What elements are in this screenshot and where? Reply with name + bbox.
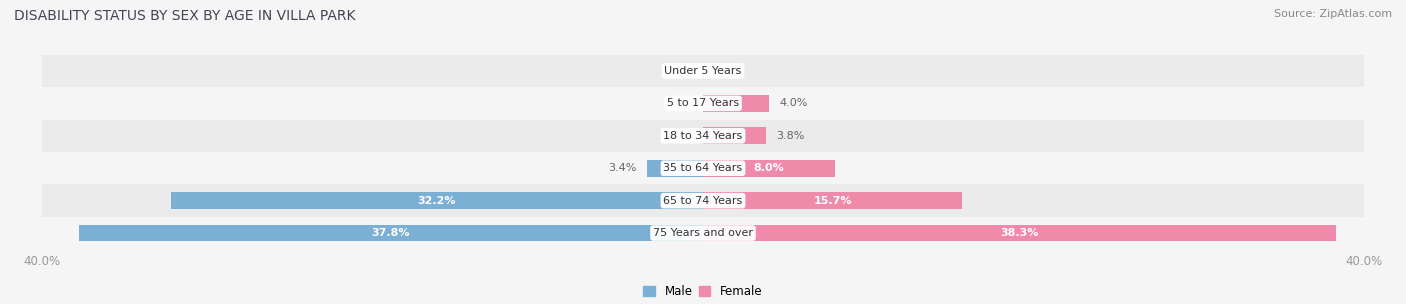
Bar — [79, 225, 703, 241]
Text: 0.0%: 0.0% — [665, 66, 693, 76]
Text: 32.2%: 32.2% — [418, 196, 457, 206]
Bar — [647, 160, 703, 177]
Text: 0.0%: 0.0% — [665, 131, 693, 141]
Text: 5 to 17 Years: 5 to 17 Years — [666, 98, 740, 108]
Text: Source: ZipAtlas.com: Source: ZipAtlas.com — [1274, 9, 1392, 19]
Text: 0.0%: 0.0% — [713, 66, 741, 76]
Bar — [703, 192, 962, 209]
Bar — [42, 119, 1364, 152]
Text: 38.3%: 38.3% — [1000, 228, 1039, 238]
Text: 15.7%: 15.7% — [814, 196, 852, 206]
Text: 3.4%: 3.4% — [609, 163, 637, 173]
Bar — [42, 87, 1364, 119]
Text: 8.0%: 8.0% — [754, 163, 785, 173]
Text: 18 to 34 Years: 18 to 34 Years — [664, 131, 742, 141]
Text: DISABILITY STATUS BY SEX BY AGE IN VILLA PARK: DISABILITY STATUS BY SEX BY AGE IN VILLA… — [14, 9, 356, 23]
Text: 0.0%: 0.0% — [665, 98, 693, 108]
Bar — [42, 55, 1364, 87]
Bar — [172, 192, 703, 209]
Bar — [703, 225, 1336, 241]
Text: 75 Years and over: 75 Years and over — [652, 228, 754, 238]
Text: 3.8%: 3.8% — [776, 131, 804, 141]
Text: 35 to 64 Years: 35 to 64 Years — [664, 163, 742, 173]
Legend: Male, Female: Male, Female — [644, 285, 762, 298]
Text: Under 5 Years: Under 5 Years — [665, 66, 741, 76]
Bar — [703, 127, 766, 144]
Bar — [42, 217, 1364, 249]
Text: 4.0%: 4.0% — [779, 98, 807, 108]
Text: 37.8%: 37.8% — [371, 228, 411, 238]
Bar — [42, 185, 1364, 217]
Bar — [42, 152, 1364, 185]
Bar — [703, 160, 835, 177]
Bar — [703, 95, 769, 112]
Text: 65 to 74 Years: 65 to 74 Years — [664, 196, 742, 206]
